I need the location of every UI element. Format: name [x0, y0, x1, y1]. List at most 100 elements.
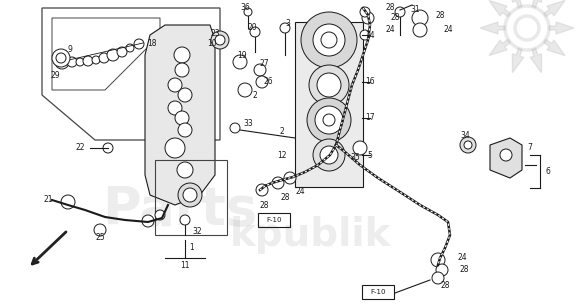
Text: 34: 34: [460, 131, 470, 139]
Circle shape: [94, 224, 106, 236]
Circle shape: [99, 53, 109, 63]
Text: F-10: F-10: [370, 289, 386, 295]
Circle shape: [313, 24, 345, 56]
Circle shape: [142, 215, 154, 227]
Circle shape: [320, 146, 338, 164]
Circle shape: [117, 47, 127, 57]
Circle shape: [315, 106, 343, 134]
Circle shape: [256, 76, 268, 88]
Circle shape: [177, 162, 193, 178]
Text: 36: 36: [240, 3, 250, 13]
Text: 20: 20: [247, 23, 257, 31]
Circle shape: [412, 10, 428, 26]
Circle shape: [353, 141, 367, 155]
Circle shape: [178, 88, 192, 102]
Text: 3: 3: [285, 19, 291, 27]
Circle shape: [83, 56, 93, 66]
Circle shape: [56, 53, 66, 63]
Polygon shape: [145, 25, 215, 205]
FancyArrow shape: [544, 39, 565, 56]
FancyArrow shape: [549, 22, 574, 34]
FancyArrow shape: [480, 22, 505, 34]
Circle shape: [301, 12, 357, 68]
Circle shape: [464, 141, 472, 149]
FancyArrow shape: [530, 48, 542, 73]
Circle shape: [211, 31, 229, 49]
Circle shape: [103, 143, 113, 153]
FancyArrow shape: [489, 0, 510, 17]
Circle shape: [183, 188, 197, 202]
Circle shape: [272, 177, 284, 189]
Text: 17: 17: [365, 113, 375, 123]
Circle shape: [92, 56, 100, 64]
Text: 28: 28: [459, 265, 469, 275]
Text: 33: 33: [243, 120, 253, 128]
Text: F-10: F-10: [266, 217, 282, 223]
Text: 28: 28: [435, 10, 445, 20]
Text: 24: 24: [443, 26, 453, 34]
Circle shape: [280, 23, 290, 33]
Circle shape: [323, 114, 335, 126]
Circle shape: [67, 57, 77, 67]
Circle shape: [178, 123, 192, 137]
Circle shape: [155, 210, 165, 220]
FancyArrow shape: [544, 0, 565, 17]
Circle shape: [168, 78, 182, 92]
Text: 24: 24: [295, 186, 305, 196]
Bar: [362, 285, 394, 299]
Text: 1: 1: [190, 243, 195, 253]
Circle shape: [436, 264, 448, 276]
Text: 2: 2: [280, 127, 284, 137]
Circle shape: [413, 23, 427, 37]
Text: 11: 11: [180, 260, 190, 270]
Circle shape: [317, 73, 341, 97]
Bar: [295, 22, 363, 187]
Text: 19: 19: [237, 52, 247, 60]
Text: 7: 7: [527, 143, 533, 152]
Text: 28: 28: [259, 200, 269, 210]
Text: 6: 6: [545, 167, 551, 177]
Circle shape: [432, 272, 444, 284]
Text: 16: 16: [365, 77, 375, 87]
Circle shape: [168, 101, 182, 115]
Circle shape: [180, 215, 190, 225]
Circle shape: [460, 137, 476, 153]
Circle shape: [256, 184, 268, 196]
Polygon shape: [490, 138, 522, 178]
Circle shape: [321, 32, 337, 48]
Text: 28: 28: [280, 193, 290, 203]
Circle shape: [360, 30, 370, 40]
Circle shape: [230, 123, 240, 133]
Text: 24: 24: [385, 26, 395, 34]
Bar: [258, 213, 290, 227]
Circle shape: [61, 195, 75, 209]
Circle shape: [244, 8, 252, 16]
Circle shape: [284, 172, 296, 184]
Text: 28: 28: [385, 3, 395, 13]
Text: 21: 21: [43, 196, 53, 204]
Text: 28: 28: [440, 281, 450, 289]
Circle shape: [431, 253, 445, 267]
Text: 12: 12: [277, 150, 287, 160]
Text: 32: 32: [192, 228, 202, 236]
Text: 5: 5: [368, 150, 372, 160]
Bar: [155, 160, 227, 235]
Text: 26: 26: [263, 77, 273, 87]
FancyArrow shape: [512, 0, 524, 8]
Text: 31: 31: [410, 5, 420, 15]
Text: 35: 35: [350, 153, 360, 163]
Circle shape: [254, 64, 266, 76]
Circle shape: [174, 47, 190, 63]
Circle shape: [55, 55, 69, 69]
Text: 14: 14: [365, 30, 375, 40]
Circle shape: [175, 63, 189, 77]
FancyArrow shape: [489, 39, 510, 56]
Circle shape: [238, 83, 252, 97]
Circle shape: [233, 55, 247, 69]
Text: 22: 22: [75, 143, 85, 152]
Text: 18: 18: [147, 38, 157, 48]
Circle shape: [362, 12, 374, 24]
Text: 24: 24: [457, 253, 467, 263]
Text: kpublik: kpublik: [229, 216, 391, 254]
Circle shape: [175, 111, 189, 125]
